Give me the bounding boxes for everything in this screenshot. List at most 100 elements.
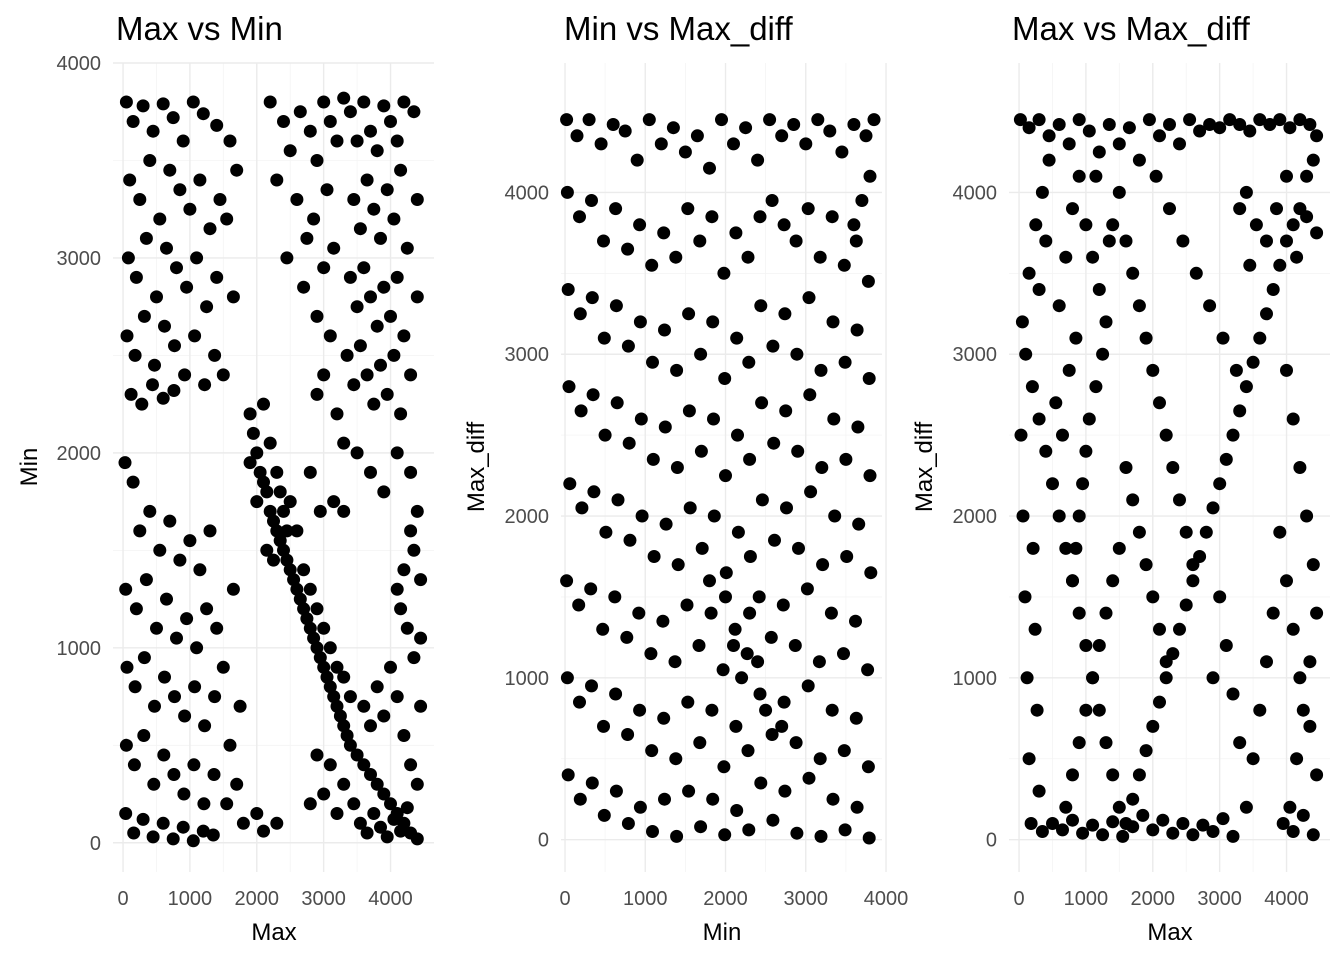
data-point [277,543,290,557]
data-point [1213,121,1227,135]
data-point [350,748,364,762]
data-point [767,436,781,450]
data-point [357,261,371,275]
data-point [1066,813,1079,827]
data-point [1159,655,1173,669]
data-point [560,671,574,685]
data-point [852,517,866,531]
x-tick-label: 1000 [168,888,213,910]
data-point [384,115,397,128]
data-point [693,234,707,248]
data-point [1146,363,1160,377]
data-point [597,234,610,248]
data-point [1253,703,1267,717]
data-point [208,690,222,704]
y-axis-title: Max_diff [911,422,938,513]
data-point [158,319,171,333]
data-point [380,830,394,844]
data-point [657,711,671,725]
data-point [609,202,623,216]
data-point [780,501,793,515]
data-point [1173,137,1186,151]
data-point [400,621,414,635]
data-point [1186,828,1200,842]
data-point [778,784,792,798]
data-point [742,355,756,369]
data-point [751,153,765,167]
x-tick-label: 2000 [1131,888,1176,910]
data-point [364,465,377,479]
data-point [754,299,768,313]
data-point [1306,828,1320,842]
data-point [1042,153,1056,167]
data-point [1203,299,1217,313]
data-point [862,831,876,845]
data-point [1024,817,1038,830]
data-point [143,154,157,167]
data-point [360,173,374,187]
data-point [659,517,673,531]
data-point [804,485,818,499]
data-point [790,826,804,840]
data-point [682,307,696,321]
data-point [741,744,755,758]
x-tick-label: 3000 [1197,888,1242,910]
data-point [293,105,307,119]
data-point [743,550,757,563]
data-point [343,738,357,752]
data-point [136,99,150,113]
data-point [867,113,881,127]
data-point [620,630,634,644]
data-point [1189,266,1203,280]
data-point [223,134,237,148]
data-point [410,777,424,791]
data-point [1035,825,1049,838]
data-point [707,412,720,426]
data-point [277,504,290,518]
data-point [1146,719,1160,733]
data-point [1142,113,1156,127]
data-point [1132,153,1146,167]
data-point [353,222,367,236]
data-point [180,280,194,294]
data-point [716,663,730,677]
data-point [1280,169,1293,183]
data-point [634,412,648,426]
data-point [236,816,250,830]
data-point [387,812,401,826]
data-point [166,832,180,846]
data-point [317,660,331,674]
data-point [855,194,869,207]
data-point [1026,541,1040,555]
data-point [731,428,744,442]
data-point [323,758,337,772]
data-point [158,670,171,684]
data-point [837,744,851,758]
data-point [126,115,140,128]
data-point [208,348,222,362]
data-point [1146,823,1160,837]
data-point [370,680,384,694]
data-point [374,231,387,245]
data-point [727,639,740,652]
data-point [390,582,404,596]
data-point [560,113,574,127]
data-point [327,241,341,255]
data-point [1176,817,1190,830]
data-point [1283,800,1297,814]
data-point [743,606,757,620]
data-point [1046,817,1059,830]
data-point [1076,477,1090,491]
data-point [310,602,324,616]
data-point [1159,428,1173,442]
data-point [609,784,623,798]
data-point [340,348,354,362]
data-point [384,797,397,811]
data-point [397,329,411,343]
data-point [1243,124,1257,138]
data-point [290,524,304,538]
data-point [1156,813,1170,827]
data-point [200,602,214,616]
data-point [621,728,635,741]
data-point [633,703,647,717]
